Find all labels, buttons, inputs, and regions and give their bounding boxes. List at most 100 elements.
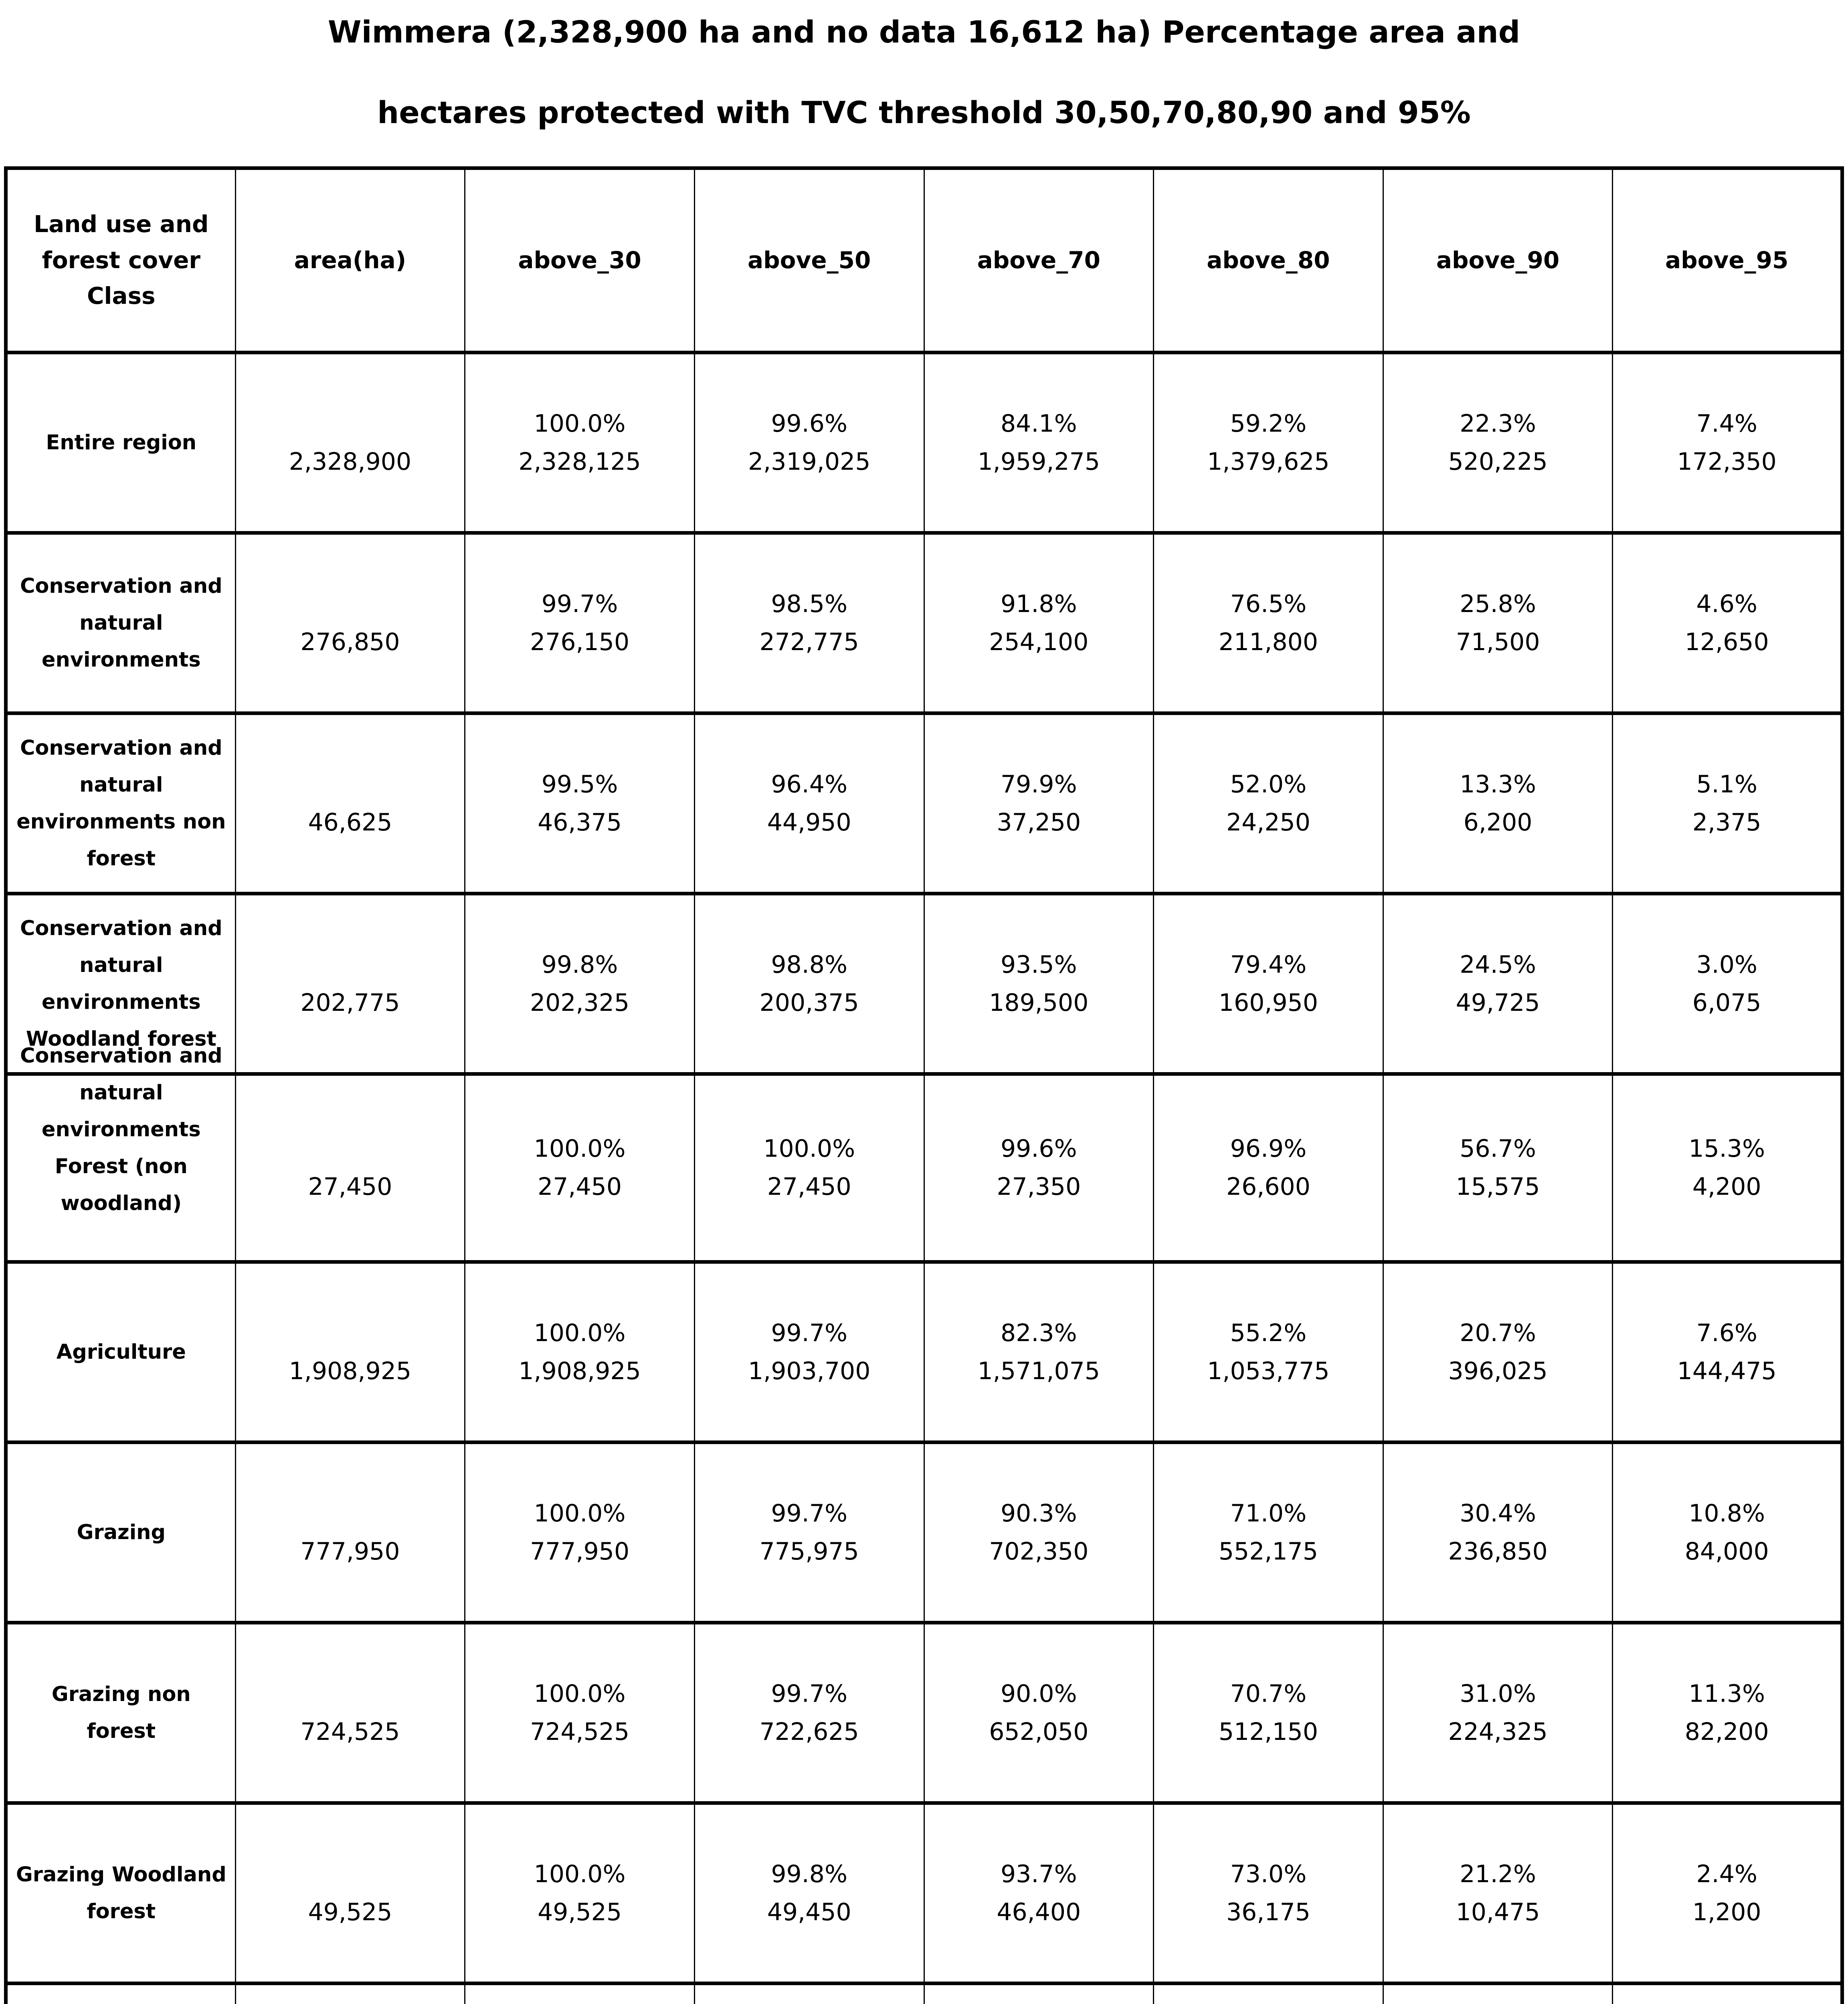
percent-value: 84.1% <box>1001 409 1077 438</box>
threshold-cell-5: 2.4% 1,200 <box>1612 1803 1842 1984</box>
threshold-cell-5: 11.3% 82,200 <box>1612 1622 1842 1803</box>
percent-value: 73.0% <box>1230 1860 1307 1888</box>
hectares-value: 27,450 <box>538 1173 622 1201</box>
threshold-cell-3: 59.2% 1,379,625 <box>1153 352 1383 533</box>
column-header-label: area(ha) <box>294 246 406 274</box>
hectares-value: 49,725 <box>1456 988 1540 1017</box>
hectares-value: 1,908,925 <box>518 1357 641 1385</box>
hectares-value: 272,775 <box>759 628 859 656</box>
hectares-value: 1,959,275 <box>977 447 1100 476</box>
hectares-value: 722,625 <box>759 1717 859 1746</box>
percent-value: 93.5% <box>1001 950 1077 979</box>
column-header-4: above_70 <box>923 168 1154 353</box>
threshold-cell-0: 100.0% 777,950 <box>464 1442 695 1623</box>
column-header-2: above_30 <box>464 168 695 353</box>
threshold-cell-0: 99.7% 276,150 <box>464 533 695 713</box>
threshold-cell-2: 90.3% 702,350 <box>923 1442 1154 1623</box>
threshold-cell-1: 99.7% 722,625 <box>694 1622 924 1803</box>
hectares-value: 1,903,700 <box>748 1357 871 1385</box>
hectares-value: 512,150 <box>1218 1717 1318 1746</box>
hectares-value: 552,175 <box>1218 1537 1318 1566</box>
percent-value: 100.0% <box>534 1679 626 1708</box>
column-header-label: above_30 <box>518 246 641 274</box>
percent-value: 99.6% <box>1001 1135 1077 1163</box>
hectares-value: 2,319,025 <box>748 447 871 476</box>
percent-value: 99.7% <box>771 1679 847 1708</box>
percent-value: 10.8% <box>1688 1499 1765 1527</box>
threshold-cell-3: 96.9% 26,600 <box>1153 1074 1383 1262</box>
percent-value: 55.2% <box>1230 1319 1307 1347</box>
threshold-cell-4: 21.2% 10,475 <box>1382 1803 1613 1984</box>
row-label: Entire region <box>46 430 197 455</box>
hectares-value: 44,950 <box>767 808 851 836</box>
hectares-value: 71,500 <box>1456 628 1540 656</box>
percent-value: 31.0% <box>1460 1679 1536 1708</box>
percent-value: 76.5% <box>1230 590 1307 618</box>
hectares-value: 4,200 <box>1692 1173 1761 1201</box>
hectares-value: 202,325 <box>530 988 630 1017</box>
threshold-cell-3: 55.2% 1,053,775 <box>1153 1262 1383 1442</box>
threshold-cell-2: 93.7% 46,400 <box>923 1803 1154 1984</box>
area-cell: 202,775 <box>235 893 465 1074</box>
hectares-value: 49,525 <box>538 1898 622 1926</box>
percent-value: 100.0% <box>534 1135 626 1163</box>
percent-value: 4.6% <box>1696 590 1757 618</box>
hectares-value: 777,950 <box>530 1537 630 1566</box>
threshold-cell-0: 100.0% 2,328,125 <box>464 352 695 533</box>
hectares-value: 396,025 <box>1448 1357 1548 1385</box>
percent-value: 99.8% <box>541 950 618 979</box>
area-cell: 2,328,900 <box>235 352 465 533</box>
page-title: Wimmera (2,328,900 ha and no data 16,612… <box>0 12 1848 133</box>
column-header-6: above_90 <box>1382 168 1613 353</box>
column-header-label: above_50 <box>748 246 871 274</box>
threshold-cell-3: 79.4% 160,950 <box>1153 893 1383 1074</box>
hectares-value: 12,650 <box>1684 628 1769 656</box>
threshold-cell-2: 79.9% 37,250 <box>923 713 1154 894</box>
percent-value: 52.0% <box>1230 770 1307 798</box>
percent-value: 100.0% <box>534 1860 626 1888</box>
threshold-cell-2: 99.6% 27,350 <box>923 1074 1154 1262</box>
hectares-value: 2,328,900 <box>289 447 412 476</box>
row-label-cell: Grazing <box>6 1442 236 1623</box>
row-label-cell: Grazing non forest <box>6 1623 236 1803</box>
hectares-value: 202,775 <box>300 988 400 1017</box>
table-row: Grazing Woodland forest 49,525 100.0% 49,5… <box>6 1803 1842 1984</box>
hectares-value: 652,050 <box>989 1717 1089 1746</box>
percent-value: 90.3% <box>1001 1499 1077 1527</box>
percent-value: 22.3% <box>1460 409 1536 438</box>
hectares-value: 777,950 <box>300 1537 400 1566</box>
threshold-cell-1: 99.7% 1,903,700 <box>694 1262 924 1442</box>
percent-value: 98.8% <box>771 950 847 979</box>
hectares-value: 702,350 <box>989 1537 1089 1566</box>
hectares-value: 36,175 <box>1226 1898 1310 1926</box>
hectares-value: 27,350 <box>997 1173 1081 1201</box>
threshold-cell-1: 99.6% 2,319,025 <box>694 352 924 533</box>
threshold-cell-1: 98.5% 272,775 <box>694 533 924 713</box>
threshold-cell-2: 91.8% 254,100 <box>923 533 1154 713</box>
percent-value <box>236 1314 465 1352</box>
percent-value: 59.2% <box>1230 409 1307 438</box>
hectares-value: 10,475 <box>1456 1898 1540 1926</box>
threshold-cell-1: 96.4% 44,950 <box>694 713 924 894</box>
row-label: Conservation and natural environments Wo… <box>20 916 222 1051</box>
percent-value: 70.7% <box>1230 1679 1307 1708</box>
threshold-cell-4: 14.0%157,575 <box>1382 1983 1613 2004</box>
threshold-cell-3: 76.5% 211,800 <box>1153 533 1383 713</box>
threshold-cell-5: 7.6% 144,475 <box>1612 1262 1842 1442</box>
landuse-tvc-table: Land use and forest cover Class area(ha) a… <box>4 166 1844 2004</box>
percent-value <box>236 1495 465 1533</box>
row-label: Grazing Woodland forest <box>16 1863 226 1923</box>
table-row: Grazing 777,950 100.0% 777,950 99.7% 775,975… <box>6 1442 1842 1623</box>
hectares-value: 2,328,125 <box>518 447 641 476</box>
column-header-label: Land use and forest cover Class <box>34 210 209 310</box>
percent-value: 96.9% <box>1230 1135 1307 1163</box>
threshold-cell-2: 84.1% 1,959,275 <box>923 352 1154 533</box>
row-label: Grazing non forest <box>51 1682 191 1743</box>
table-row: Grazing non forest 724,525 100.0% 724,525 9… <box>6 1622 1842 1803</box>
table-row: Agriculture 1,908,925 100.0% 1,908,925 99.7… <box>6 1262 1842 1442</box>
threshold-cell-2: 76.7%863,550 <box>923 1983 1154 2004</box>
percent-value: 20.7% <box>1460 1319 1536 1347</box>
table-header: Land use and forest cover Class area(ha) a… <box>6 168 1842 353</box>
percent-value: 98.5% <box>771 590 847 618</box>
percent-value: 21.2% <box>1460 1860 1536 1888</box>
